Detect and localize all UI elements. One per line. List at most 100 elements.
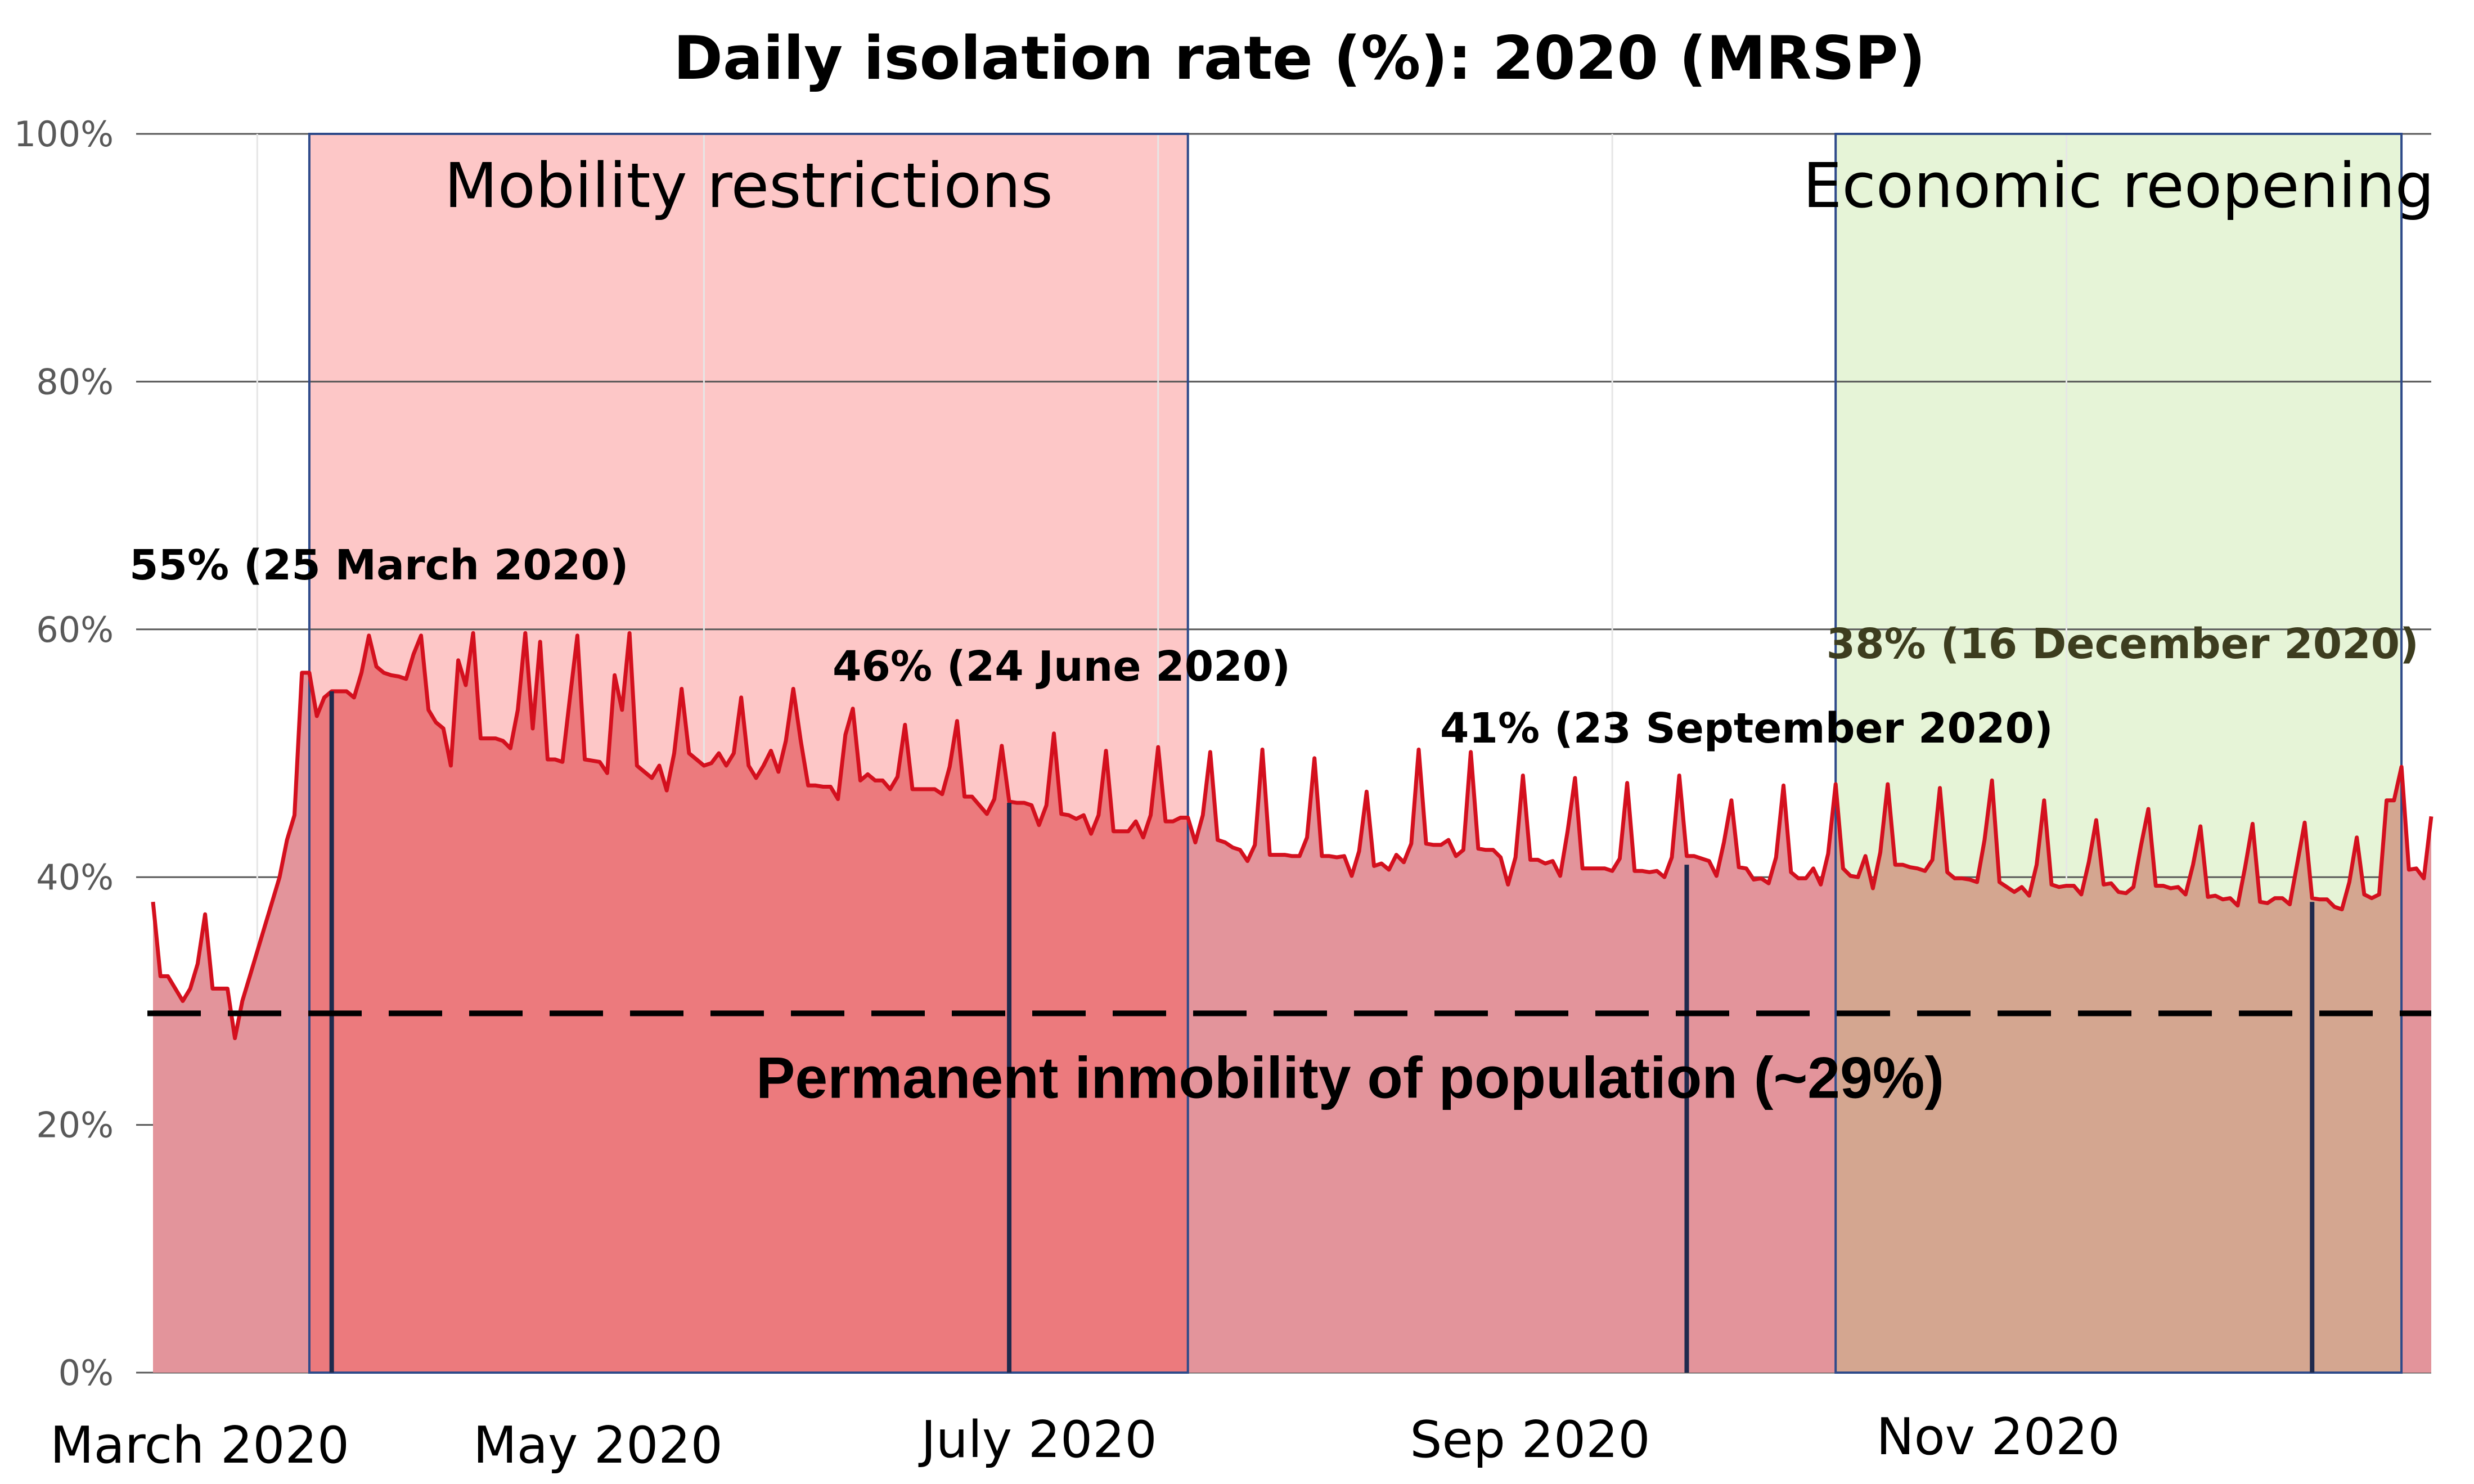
x-tick-label: Nov 2020 [1876,1407,2120,1467]
data-point [2021,886,2023,888]
data-point [1015,802,1018,804]
data-point [1269,854,1271,856]
data-point [1641,870,1643,872]
data-point [576,635,578,637]
data-point [159,975,161,977]
x-tick-label: July 2020 [918,1410,1157,1469]
data-point [2400,766,2403,768]
data-point [1410,843,1413,845]
data-point [1753,879,1755,881]
data-point [1812,867,1815,870]
y-tick-label: 20% [36,1105,114,1146]
data-point [569,696,571,699]
data-point [1135,820,1137,822]
data-point [1395,854,1397,856]
data-point [681,688,683,690]
data-point [1314,757,1316,759]
data-point [1202,814,1204,816]
data-point [1008,801,1010,803]
data-point [1567,830,1569,833]
data-point [2386,799,2388,802]
data-point [748,765,750,767]
data-point [2066,885,2068,887]
data-point [167,975,169,977]
data-point [1983,839,1986,841]
data-point [2050,883,2053,885]
data-point [1060,813,1063,815]
data-point [1730,799,1733,802]
data-point [219,987,221,990]
data-point [1380,862,1383,865]
data-point [1887,783,1889,785]
data-point [1708,860,1710,862]
data-point [1321,855,1323,857]
data-point [212,987,214,990]
data-point [1723,842,1725,844]
data-point [1180,817,1182,819]
data-point [2423,877,2425,879]
data-point [822,786,824,788]
data-point [361,672,363,674]
data-point [1864,855,1866,857]
data-point [1827,852,1829,855]
data-point [2393,799,2395,802]
data-point [904,723,906,726]
data-point [2415,867,2418,870]
data-point [2289,903,2291,906]
data-point [2341,909,2343,911]
data-point [1447,839,1450,841]
data-point [1462,849,1464,851]
data-point [1142,837,1144,839]
data-point [800,740,802,742]
data-point [2214,894,2216,897]
data-point [301,672,303,674]
data-point [2274,897,2276,900]
data-point [1112,830,1114,833]
data-point [2266,902,2269,904]
data-point [740,696,743,699]
y-tick-label: 60% [36,609,114,650]
data-point [204,913,206,915]
annotation-label: 38% (16 December 2020) [1827,620,2419,668]
data-point [2304,821,2306,824]
data-point [1031,804,1033,807]
data-point [189,987,191,990]
data-point [2170,887,2172,889]
data-point [964,795,966,798]
data-point [196,963,199,965]
data-point [644,771,646,773]
data-point [465,684,467,686]
data-point [673,752,676,754]
data-point [2147,808,2149,810]
data-point [509,747,511,749]
data-point [2110,882,2112,884]
data-point [859,779,861,781]
annotation-label: 55% (25 March 2020) [129,541,629,590]
reference-line-label: Permanent inmobility of population (~29%… [756,1045,1944,1110]
data-point [1976,881,1978,883]
data-point [2319,898,2321,901]
data-point [2229,897,2232,900]
data-point [1231,846,1234,848]
annotation-label: 46% (24 June 2020) [833,642,1290,691]
data-point [1797,877,1800,879]
data-point [1626,782,1629,784]
data-point [1224,842,1226,844]
data-point [1038,824,1040,826]
data-point [1164,820,1167,822]
data-point [2378,893,2380,896]
data-point [584,758,586,761]
data-point [1351,875,1353,877]
data-point [2199,825,2202,828]
mobility-restrictions-border [308,133,1189,1374]
y-tick-label: 80% [36,361,114,402]
data-point [1247,860,1249,862]
data-point [1961,877,1963,879]
y-tick-label: 100% [14,114,114,155]
data-point [1648,871,1650,873]
data-point [2125,892,2127,894]
data-point [278,876,281,878]
data-point [1954,877,1956,879]
data-point [524,632,527,634]
data-point [792,688,794,690]
